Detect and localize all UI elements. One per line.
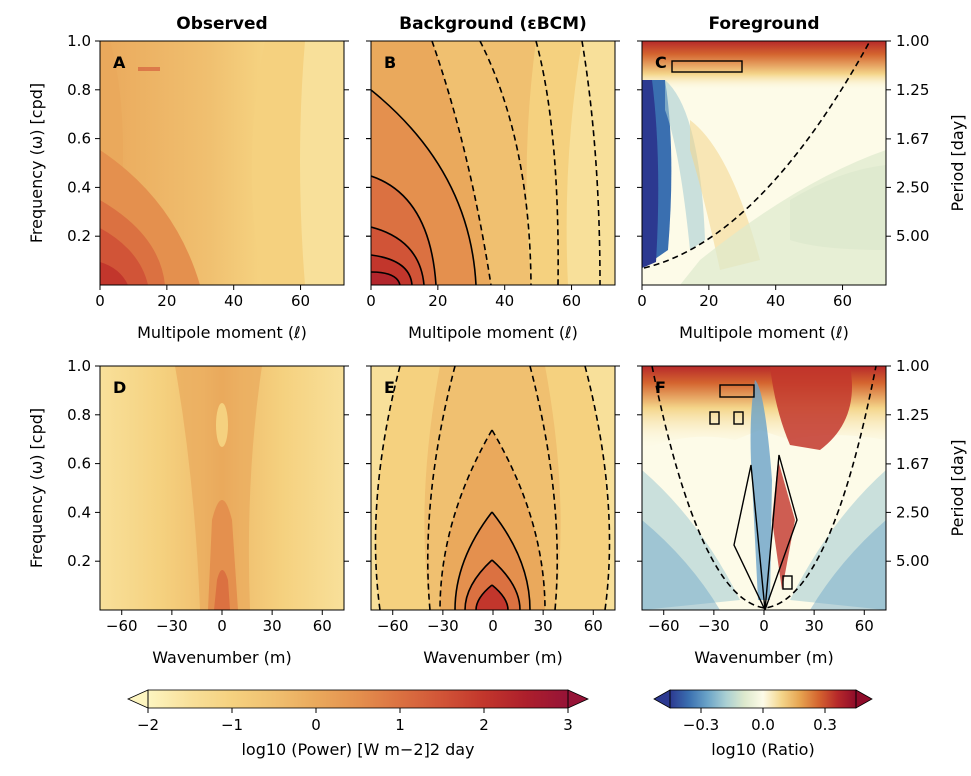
period-tick-label: 1.67 xyxy=(896,130,929,148)
x-tick-label: 30 xyxy=(805,617,824,635)
axis-ticks: 0 20 40 600.20.40.60.81.00 20 40 60 0 20 40 601.00… xyxy=(67,32,929,734)
x-tick-label: −60 xyxy=(106,617,138,635)
y-tick-label: 1.0 xyxy=(67,357,91,375)
panel-c-letter: C xyxy=(655,53,667,72)
colorbar-power-label: log10 (Power) [W m−2]2 day xyxy=(241,740,474,759)
x-tick-label: 20 xyxy=(699,292,718,310)
y-tick-label: 0.4 xyxy=(67,178,91,196)
colorbar-tick-label: −2 xyxy=(137,716,159,734)
period-tick-label: 5.00 xyxy=(896,227,929,245)
x-tick-label: −60 xyxy=(377,617,409,635)
y-tick-label: 0.6 xyxy=(67,130,91,148)
colorbar-tick-label: −0.3 xyxy=(683,716,719,734)
x-tick-label: 0 xyxy=(217,617,227,635)
x-tick-label: 20 xyxy=(428,292,447,310)
panel-c-title: Foreground xyxy=(708,14,819,34)
colorbar-ratio-min-arrow xyxy=(653,689,671,709)
panel-a-frame xyxy=(99,40,345,286)
panel-f-ylabel-right: Period [day] xyxy=(948,440,967,537)
colorbar-ratio-max-arrow xyxy=(855,689,873,709)
x-tick-label: 60 xyxy=(855,617,874,635)
x-tick-label: 0 xyxy=(366,292,376,310)
panel-b-xlabel: Multipole moment (ℓ) xyxy=(408,323,578,342)
x-tick-label: 60 xyxy=(313,617,332,635)
period-tick-label: 1.67 xyxy=(896,455,929,473)
y-tick-label: 0.6 xyxy=(67,455,91,473)
x-tick-label: 40 xyxy=(495,292,514,310)
y-tick-label: 0.8 xyxy=(67,81,91,99)
x-tick-label: 20 xyxy=(157,292,176,310)
colorbar-power-min-arrow xyxy=(127,689,149,709)
colorbar-tick-label: 1 xyxy=(395,716,405,734)
colorbar-tick-label: 2 xyxy=(479,716,489,734)
panel-f-box-mid xyxy=(733,411,744,425)
panel-f-letter: F xyxy=(655,378,666,397)
colorbar-tick-label: 0 xyxy=(311,716,321,734)
panel-b-title: Background (εBCM) xyxy=(399,14,587,34)
panel-e-letter: E xyxy=(384,378,395,397)
period-tick-label: 5.00 xyxy=(896,552,929,570)
period-tick-label: 2.50 xyxy=(896,503,929,521)
panel-c-ylabel-right: Period [day] xyxy=(948,115,967,212)
x-tick-label: 60 xyxy=(584,617,603,635)
colorbar-tick-label: 3 xyxy=(563,716,573,734)
x-tick-label: 0 xyxy=(637,292,647,310)
panel-b-letter: B xyxy=(384,53,396,72)
panel-f-box-top xyxy=(719,384,755,398)
panel-b-heatmap xyxy=(371,41,615,285)
panel-a-heatmap xyxy=(100,41,344,285)
panel-f-box-left xyxy=(709,411,720,425)
panel-c-box xyxy=(671,60,743,73)
panel-b-frame xyxy=(370,40,616,286)
panel-a-xlabel: Multipole moment (ℓ) xyxy=(137,323,307,342)
panel-d-ylabel: Frequency (ω) [cpd] xyxy=(27,408,46,568)
period-tick-label: 2.50 xyxy=(896,178,929,196)
panel-d-heatmap xyxy=(100,366,344,610)
panel-f-heatmap xyxy=(642,366,886,610)
y-tick-label: 0.2 xyxy=(67,227,91,245)
colorbar-tick-label: 0.0 xyxy=(751,716,775,734)
period-tick-label: 1.25 xyxy=(896,406,929,424)
x-tick-label: 0 xyxy=(759,617,769,635)
y-tick-label: 1.0 xyxy=(67,32,91,50)
colorbar-ratio-label: log10 (Ratio) xyxy=(711,740,814,759)
panel-c-heatmap xyxy=(642,41,886,285)
panel-c-frame xyxy=(641,40,887,286)
panel-e-xlabel: Wavenumber (m) xyxy=(423,648,563,667)
panel-e-heatmap xyxy=(371,366,615,610)
panel-d-letter: D xyxy=(113,378,126,397)
panel-a-ylabel: Frequency (ω) [cpd] xyxy=(27,83,46,243)
x-tick-label: 60 xyxy=(833,292,852,310)
x-tick-label: 30 xyxy=(263,617,282,635)
y-tick-label: 0.8 xyxy=(67,406,91,424)
panel-d-xlabel: Wavenumber (m) xyxy=(152,648,292,667)
x-tick-label: −60 xyxy=(648,617,680,635)
period-tick-label: 1.00 xyxy=(896,32,929,50)
x-tick-label: −30 xyxy=(156,617,188,635)
panel-a-title: Observed xyxy=(176,14,267,34)
x-tick-label: −30 xyxy=(698,617,730,635)
x-tick-label: 60 xyxy=(291,292,310,310)
x-tick-label: 40 xyxy=(766,292,785,310)
period-tick-label: 1.00 xyxy=(896,357,929,375)
panel-f-xlabel: Wavenumber (m) xyxy=(694,648,834,667)
x-tick-label: 40 xyxy=(224,292,243,310)
panel-f-box-bottom xyxy=(782,575,793,590)
colorbar-ratio xyxy=(670,690,856,708)
colorbar-tick-label: −1 xyxy=(221,716,243,734)
x-tick-label: −30 xyxy=(427,617,459,635)
x-tick-label: 60 xyxy=(562,292,581,310)
x-tick-label: 30 xyxy=(534,617,553,635)
colorbar-power xyxy=(148,690,568,708)
panel-a-letter: A xyxy=(113,53,126,72)
colorbar-tick-label: 0.3 xyxy=(813,716,837,734)
x-tick-label: 0 xyxy=(488,617,498,635)
y-tick-label: 0.4 xyxy=(67,503,91,521)
y-tick-label: 0.2 xyxy=(67,552,91,570)
panel-c-xlabel: Multipole moment (ℓ) xyxy=(679,323,849,342)
period-tick-label: 1.25 xyxy=(896,81,929,99)
x-tick-label: 0 xyxy=(95,292,105,310)
colorbar-power-max-arrow xyxy=(567,689,589,709)
